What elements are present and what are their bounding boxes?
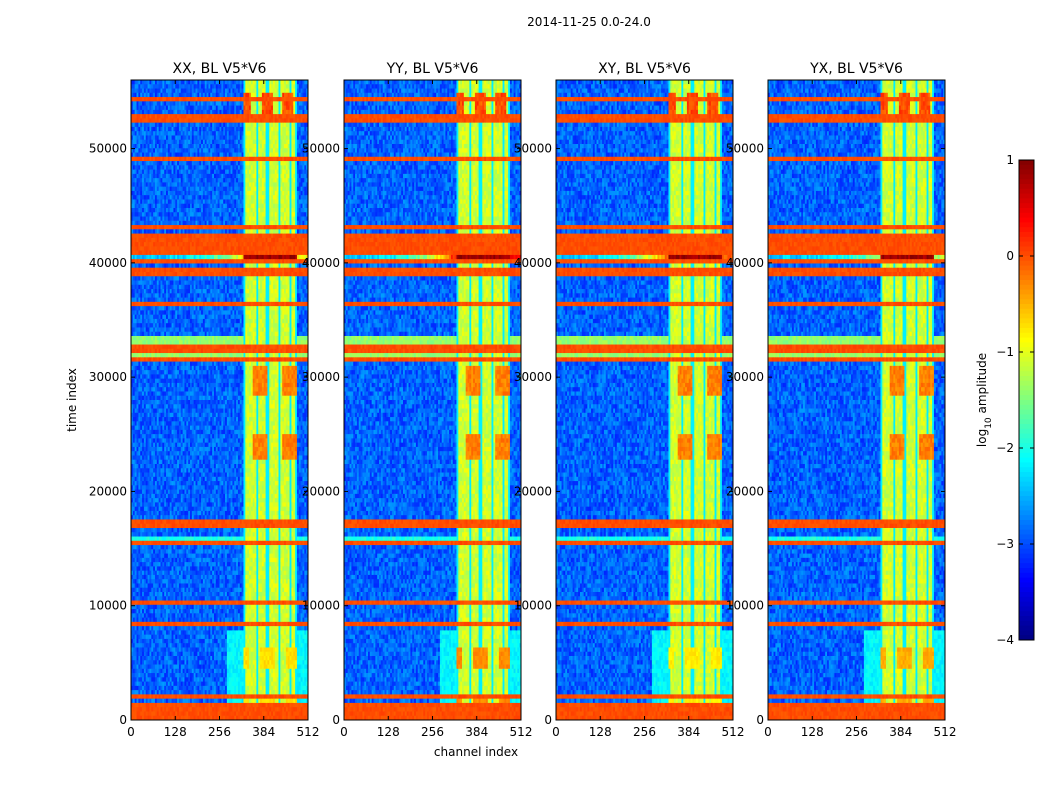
- panels-group: XX, BL V5*V60 128 256 384 512010000200003000…: [89, 61, 957, 739]
- heatmap-cells-xx: [131, 80, 308, 720]
- figure: 2014-11-25 0.0-24.0 XX, BL V5*V60 128 256 3…: [0, 0, 1050, 800]
- figure-title: 2014-11-25 0.0-24.0: [527, 15, 651, 29]
- panel-xx: XX, BL V5*V60 128 256 384 512010000200003000…: [89, 61, 320, 739]
